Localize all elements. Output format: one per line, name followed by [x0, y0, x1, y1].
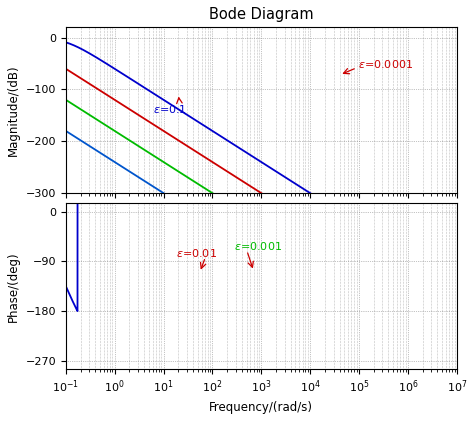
X-axis label: Frequency/(rad/s): Frequency/(rad/s) [210, 401, 313, 414]
Y-axis label: Phase/(deg): Phase/(deg) [7, 251, 20, 322]
Title: Bode Diagram: Bode Diagram [209, 7, 314, 22]
Text: $\varepsilon$=0.1: $\varepsilon$=0.1 [153, 103, 187, 115]
Text: $\varepsilon$=0.001: $\varepsilon$=0.001 [234, 240, 283, 252]
Text: $\varepsilon$=0.01: $\varepsilon$=0.01 [176, 247, 217, 259]
Text: $\varepsilon$=0.0001: $\varepsilon$=0.0001 [358, 58, 413, 70]
Y-axis label: Magnitude/(dB): Magnitude/(dB) [7, 64, 20, 156]
